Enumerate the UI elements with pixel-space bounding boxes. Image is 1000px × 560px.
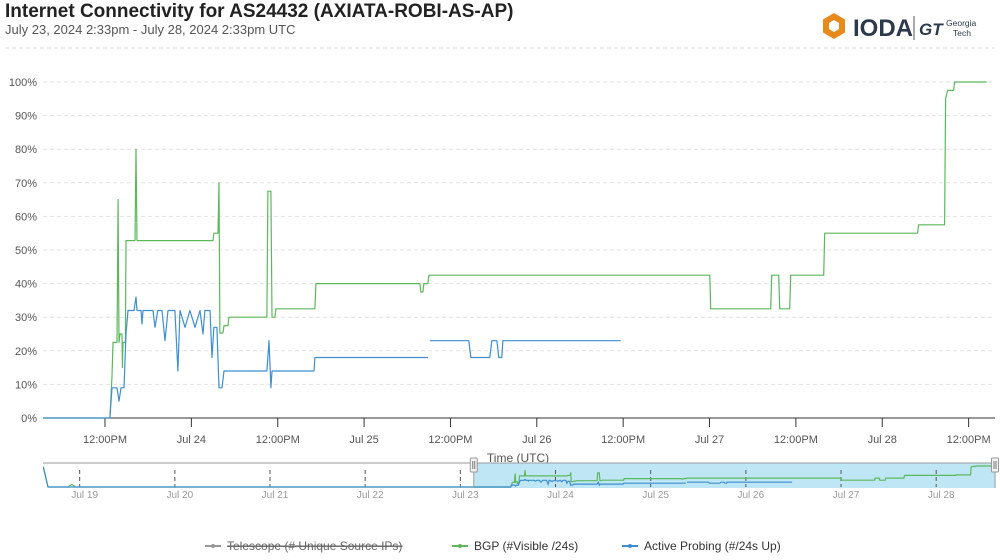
x-tick-label: 12:00PM [428, 434, 472, 446]
navigator-tick-label: Jul 21 [262, 490, 289, 501]
grid-lines [43, 81, 995, 385]
legend-marker [211, 544, 215, 548]
x-tick-label: Jul 24 [177, 434, 206, 446]
navigator[interactable]: Jul 19 Jul 20 Jul 21 Jul 22 Jul 23 Jul 24 Jul … [43, 457, 999, 501]
legend-item-bgp[interactable]: BGP (#Visible /24s) [452, 539, 578, 553]
navigator-line-bgp [43, 465, 994, 488]
y-tick-label: 80% [15, 144, 37, 156]
navigator-tick-label: Jul 20 [167, 490, 194, 501]
series-line-bgp [43, 81, 987, 419]
x-tick-label: Jul 26 [522, 434, 551, 446]
navigator-tick-label: Jul 27 [833, 490, 860, 501]
navigator-tick-label: Jul 25 [642, 490, 669, 501]
legend-marker [458, 544, 462, 548]
x-tick-label: 12:00PM [601, 434, 645, 446]
navigator-series [43, 465, 994, 488]
legend: Telescope (# Unique Source IPs) BGP (#Vis… [205, 539, 781, 553]
navigator-tick-label: Jul 22 [357, 490, 384, 501]
handle-grip[interactable] [991, 457, 999, 473]
y-tick-label: 50% [15, 245, 37, 257]
x-tick-label: 12:00PM [947, 434, 991, 446]
navigator-tick-label: Jul 23 [452, 490, 479, 501]
navigator-line-active-probing [43, 466, 793, 488]
navigator-ticks: Jul 19 Jul 20 Jul 21 Jul 22 Jul 23 Jul 24 Jul … [71, 470, 955, 501]
legend-item-active-probing[interactable]: Active Probing (#/24s Up) [622, 539, 781, 553]
svg-text:IODA: IODA [853, 15, 913, 42]
svg-text:Tech: Tech [953, 28, 971, 38]
series-lines [43, 81, 987, 419]
y-tick-label: 20% [15, 346, 37, 358]
legend-label: BGP (#Visible /24s) [474, 539, 578, 553]
x-tick-label: 12:00PM [256, 434, 300, 446]
ioda-logo: IODA GT Georgia Tech [823, 13, 977, 42]
svg-text:Georgia: Georgia [946, 18, 977, 28]
y-axis: 0% 10% 20% 30% 40% 50% 60% 70% 80% 90% 100% [9, 77, 37, 425]
navigator-tick-label: Jul 26 [738, 490, 765, 501]
x-tick-label: Jul 28 [868, 434, 897, 446]
legend-label: Active Probing (#/24s Up) [644, 539, 781, 553]
legend-marker [628, 544, 632, 548]
svg-text:GT: GT [919, 20, 944, 39]
navigator-tick-label: Jul 24 [547, 490, 574, 501]
chart-title: Internet Connectivity for AS24432 (AXIAT… [5, 1, 514, 22]
y-tick-label: 90% [15, 111, 37, 123]
y-tick-label: 60% [15, 211, 37, 223]
chart-subtitle: July 23, 2024 2:33pm - July 28, 2024 2:3… [5, 22, 296, 37]
y-tick-label: 30% [15, 312, 37, 324]
navigator-tick-label: Jul 19 [71, 490, 98, 501]
x-axis: 12:00PM Jul 24 12:00PM Jul 25 12:00PM Jul 26 1… [43, 417, 995, 446]
legend-item-telescope[interactable]: Telescope (# Unique Source IPs) [205, 539, 403, 553]
handle-grip[interactable] [469, 457, 478, 473]
y-tick-label: 0% [21, 413, 37, 425]
ioda-hexagon-icon [823, 13, 845, 39]
y-tick-label: 10% [15, 379, 37, 391]
navigator-right-handle[interactable] [991, 457, 999, 488]
x-tick-label: Jul 27 [695, 434, 724, 446]
x-axis-label: Time (UTC) [487, 451, 549, 465]
y-tick-label: 40% [15, 279, 37, 291]
y-tick-label: 100% [9, 77, 37, 89]
navigator-tick-label: Jul 28 [928, 490, 955, 501]
series-line-active-probing [43, 296, 621, 419]
navigator-left-handle[interactable] [469, 457, 478, 488]
x-tick-label: 12:00PM [774, 434, 818, 446]
x-tick-label: Jul 25 [349, 434, 378, 446]
y-tick-label: 70% [15, 178, 37, 190]
x-tick-label: 12:00PM [83, 434, 127, 446]
